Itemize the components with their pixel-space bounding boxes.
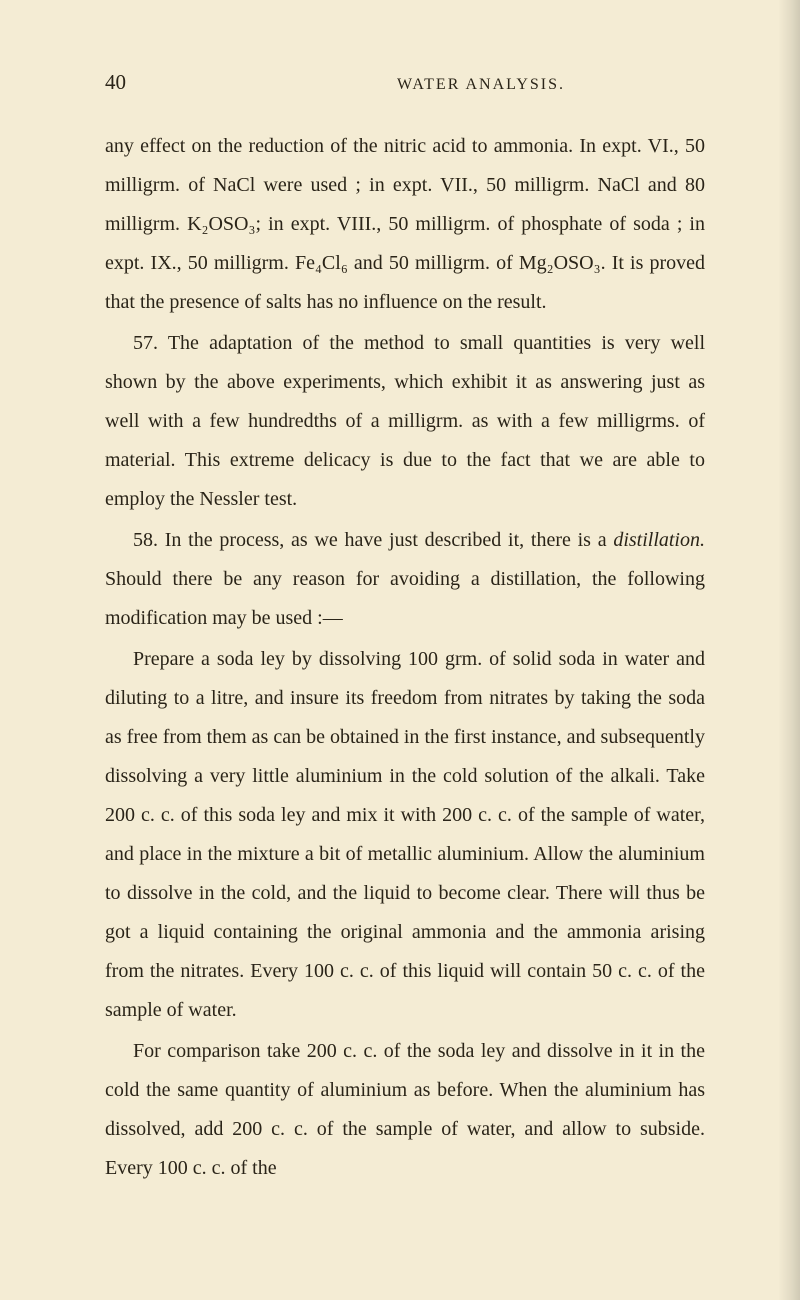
page-number: 40 — [105, 70, 126, 95]
paragraph-4: Prepare a soda ley by dissolving 100 grm… — [105, 640, 705, 1030]
header-title: WATER ANALYSIS. — [397, 76, 565, 94]
p3-text-before: 58. In the process, as we have just desc… — [133, 529, 613, 551]
p3-italic: distillation. — [613, 529, 705, 551]
page-edge-shadow — [778, 0, 800, 1300]
body-text: any effect on the reduction of the nitri… — [105, 127, 705, 1188]
paragraph-1: any effect on the reduction of the nitri… — [105, 127, 705, 322]
paragraph-5: For comparison take 200 c. c. of the sod… — [105, 1032, 705, 1188]
paragraph-2: 57. The adaptation of the method to smal… — [105, 324, 705, 519]
paragraph-3: 58. In the process, as we have just desc… — [105, 521, 705, 638]
page-header: 40 WATER ANALYSIS. — [105, 70, 705, 95]
p3-text-after: Should there be any reason for avoiding … — [105, 568, 705, 629]
page-container: 40 WATER ANALYSIS. any effect on the red… — [0, 0, 800, 1300]
